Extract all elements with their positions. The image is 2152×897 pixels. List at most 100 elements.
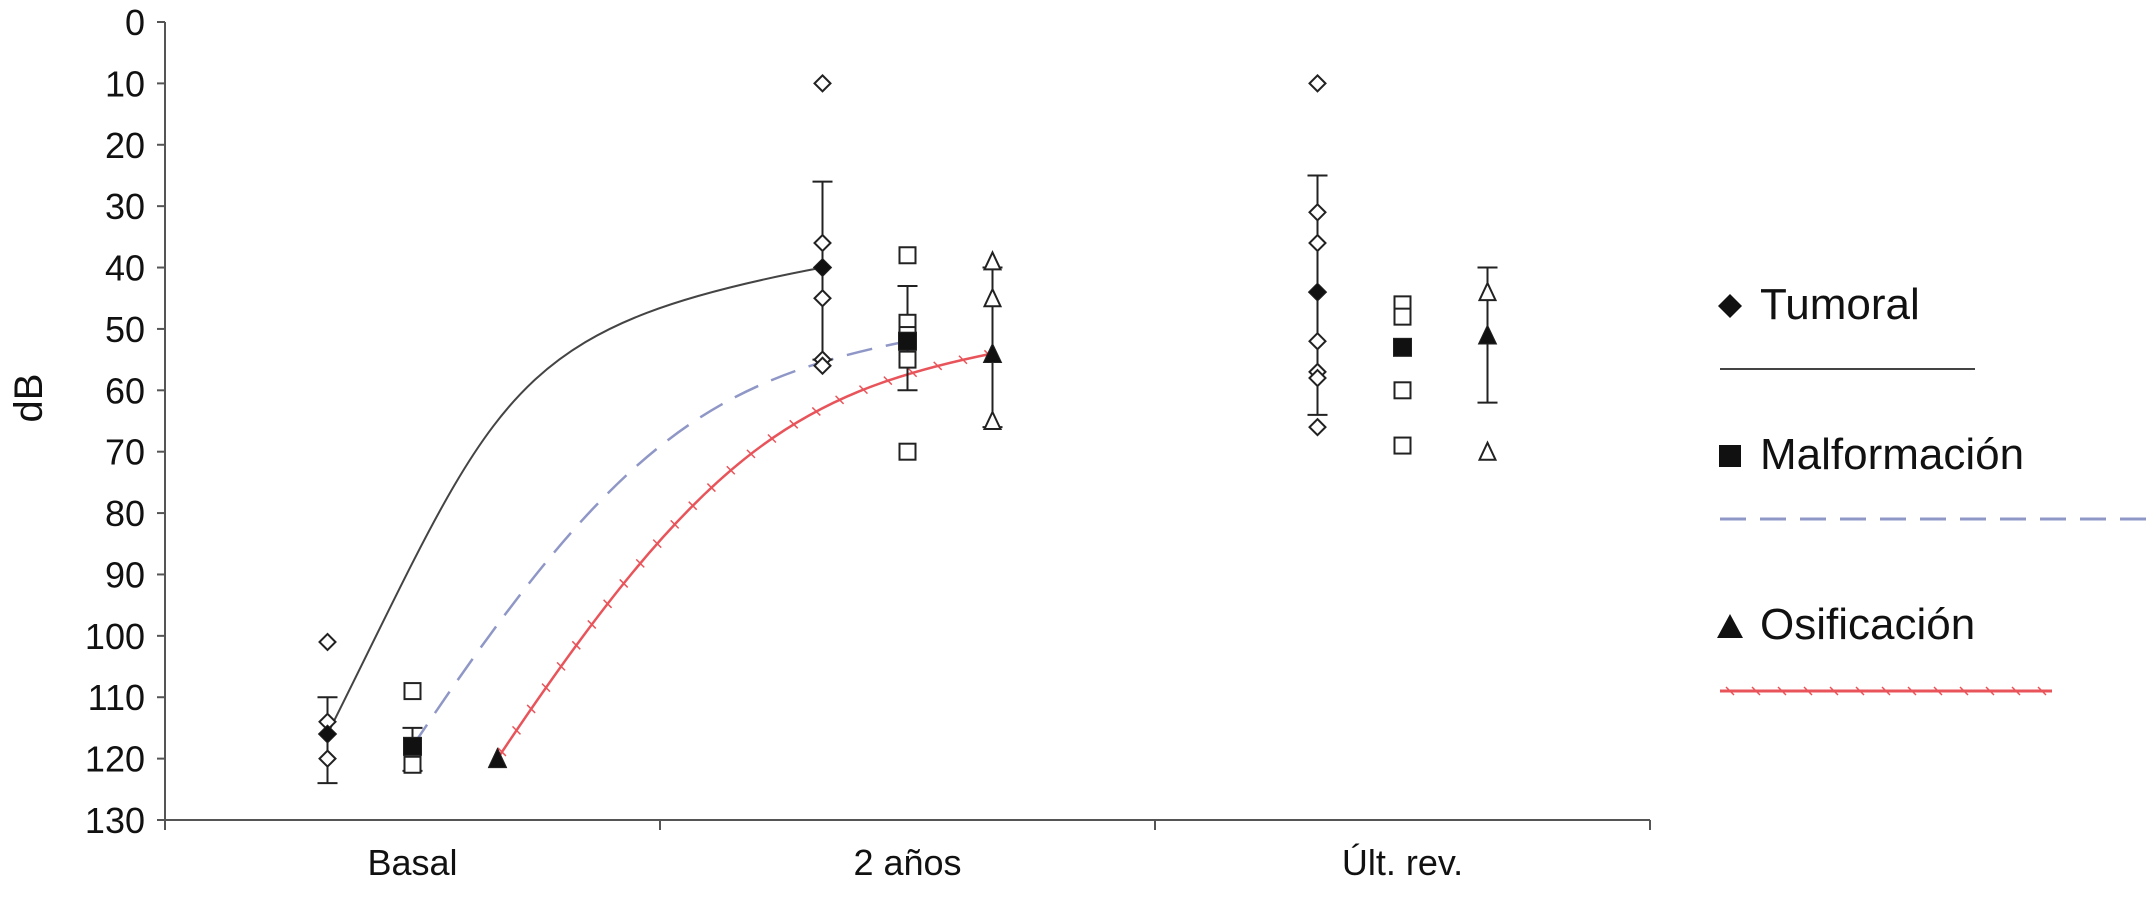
- legend-line-ticked: [1720, 686, 2052, 696]
- trend-line-0: [326, 266, 823, 735]
- trend-tick: [958, 355, 968, 365]
- trend-tick: [858, 385, 869, 395]
- legend-entry-tumoral: Tumoral: [1700, 280, 2152, 390]
- individual-point: [1393, 381, 1412, 400]
- mean-point: [487, 747, 508, 769]
- y-axis-label: dB: [7, 374, 51, 423]
- trend-tick: [746, 449, 756, 459]
- error-bars: [317, 174, 1498, 785]
- legend-line-dashed: [1720, 517, 2152, 521]
- legend-tick: [1985, 686, 1995, 696]
- y-tick-label: 110: [88, 677, 145, 718]
- mean-point: [1477, 323, 1498, 345]
- legend-line-solid: [1720, 368, 1975, 370]
- y-tick-label: 40: [105, 248, 145, 289]
- individual-point: [1393, 307, 1412, 326]
- individual-point: [813, 356, 832, 376]
- individual-point: [1308, 368, 1327, 388]
- individual-point: [982, 286, 1003, 308]
- legend-tick: [1959, 686, 1969, 696]
- y-tick-label: 10: [105, 63, 145, 104]
- trend-tick: [652, 539, 662, 549]
- individual-point: [1308, 331, 1327, 351]
- individual-point: [318, 632, 337, 652]
- individual-point: [982, 409, 1003, 430]
- individual-point: [403, 682, 422, 701]
- legend-tick: [1855, 686, 1865, 696]
- individual-point: [898, 442, 917, 461]
- trend-tick: [767, 433, 777, 444]
- trend-tick: [688, 501, 698, 511]
- legend-tick: [1933, 686, 1943, 696]
- legend-tick: [2011, 686, 2021, 696]
- trend-tick: [511, 725, 522, 735]
- legend-tick: [2037, 686, 2047, 696]
- mean-point: [812, 257, 833, 278]
- legend: Tumoral Malformación Osificación: [1700, 280, 2152, 740]
- trend-tick: [526, 704, 536, 714]
- data-points: [317, 73, 1498, 774]
- individual-point: [318, 749, 337, 769]
- mean-point: [982, 342, 1003, 363]
- individual-point: [982, 250, 1003, 271]
- individual-point: [1308, 417, 1327, 437]
- y-tick-label: 70: [105, 432, 145, 473]
- trend-tick: [811, 406, 821, 416]
- x-tick-label: Basal: [367, 842, 457, 883]
- trend-tick: [587, 619, 597, 629]
- axes: 0 10 20 30 40 50 60 70 80 90 100 110 120 130 Basal 2 añ…: [85, 2, 1651, 883]
- triangle-marker-icon: [1717, 614, 1743, 638]
- individual-point: [813, 233, 832, 253]
- individual-point: [813, 73, 832, 93]
- mean-point: [898, 331, 917, 351]
- y-tick-label: 60: [105, 370, 145, 411]
- trend-tick: [541, 683, 551, 693]
- legend-tick: [1907, 686, 1917, 696]
- y-tick-label: 130: [85, 800, 145, 841]
- legend-label: Tumoral: [1760, 280, 1920, 329]
- legend-entry-osificacion: Osificación: [1700, 600, 2152, 710]
- diamond-marker-icon: [1718, 294, 1742, 318]
- legend-label: Malformación: [1760, 430, 2025, 479]
- individual-point: [1477, 440, 1498, 461]
- y-tick-label: 0: [125, 2, 145, 43]
- legend-tick: [1751, 686, 1761, 696]
- mean-point: [317, 724, 338, 744]
- y-tick-label: 120: [85, 739, 145, 780]
- legend-tick: [1803, 686, 1813, 696]
- trend-tick: [883, 376, 893, 386]
- trend-tick: [908, 368, 918, 378]
- individual-point: [898, 246, 917, 265]
- mean-point: [1307, 282, 1328, 302]
- individual-point: [1308, 202, 1327, 222]
- individual-point: [898, 350, 917, 369]
- legend-tick: [1829, 686, 1839, 696]
- legend-entry-malformacion: Malformación: [1700, 430, 2152, 540]
- individual-point: [813, 288, 832, 308]
- square-marker-icon: [1719, 445, 1741, 467]
- trend-tick: [571, 640, 581, 650]
- legend-tick: [1725, 686, 1735, 696]
- legend-tick: [1777, 686, 1787, 696]
- mean-point: [1393, 337, 1412, 357]
- trend-tick: [619, 578, 629, 588]
- individual-point: [1308, 233, 1327, 253]
- y-tick-label: 30: [105, 186, 145, 227]
- trend-tick: [789, 419, 799, 429]
- individual-point: [403, 755, 422, 774]
- x-tick-label: 2 años: [853, 842, 961, 883]
- trend-tick: [670, 519, 680, 529]
- y-tick-label: 100: [85, 616, 145, 657]
- y-tick-label: 20: [105, 125, 145, 166]
- individual-point: [1393, 436, 1412, 455]
- individual-point: [1308, 73, 1327, 93]
- trend-tick: [635, 558, 645, 568]
- trend-tick: [726, 465, 736, 475]
- y-tick-label: 50: [105, 309, 145, 350]
- trend-tick: [933, 361, 943, 371]
- y-tick-label: 90: [105, 554, 145, 595]
- trend-tick: [556, 661, 566, 671]
- trend-tick: [603, 599, 613, 609]
